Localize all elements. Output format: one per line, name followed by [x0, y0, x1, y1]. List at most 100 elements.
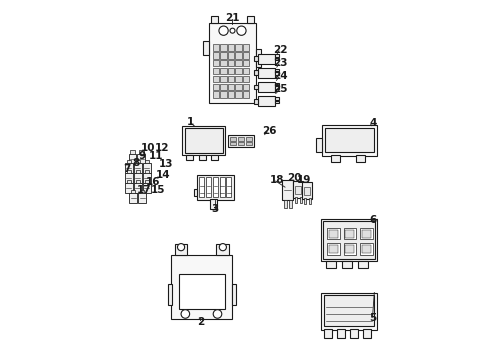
Bar [217, 244, 229, 255]
Bar [211, 155, 218, 160]
Bar [213, 76, 220, 82]
Bar [325, 128, 374, 152]
Text: 14: 14 [155, 170, 170, 180]
Bar [213, 91, 220, 98]
Circle shape [213, 310, 222, 318]
Bar [179, 274, 224, 309]
Bar [284, 200, 287, 207]
Bar [182, 126, 225, 155]
Bar [228, 84, 234, 90]
Bar [254, 99, 258, 104]
Text: 10: 10 [141, 143, 155, 153]
Bar [275, 86, 279, 89]
Bar [228, 68, 234, 74]
Circle shape [230, 28, 235, 33]
Bar [235, 68, 242, 74]
Bar [220, 76, 227, 82]
Bar [128, 154, 136, 163]
Bar [235, 91, 242, 98]
Bar [243, 76, 249, 82]
Bar [138, 154, 146, 163]
Bar [256, 49, 261, 67]
Text: 7: 7 [123, 164, 131, 174]
Text: 19: 19 [296, 175, 311, 185]
Bar [243, 84, 249, 90]
Bar [309, 198, 311, 204]
Bar [356, 155, 365, 162]
Bar [275, 83, 279, 85]
Circle shape [181, 310, 190, 318]
Bar [275, 101, 279, 103]
Bar [230, 142, 236, 145]
Bar [197, 175, 234, 200]
Bar [129, 193, 137, 203]
Bar [143, 173, 151, 183]
Text: 23: 23 [273, 58, 287, 68]
Bar [321, 219, 377, 261]
Text: 5: 5 [369, 313, 376, 323]
Text: 9: 9 [139, 151, 146, 161]
Bar [232, 284, 236, 305]
Bar [246, 137, 252, 141]
Bar [134, 183, 142, 193]
Bar [324, 329, 332, 338]
Bar [220, 52, 227, 59]
Bar [220, 91, 227, 98]
Text: 1: 1 [187, 117, 195, 127]
Bar [258, 54, 275, 64]
Bar [130, 150, 135, 154]
Bar [213, 177, 218, 197]
Bar [345, 230, 354, 238]
Bar [143, 163, 151, 173]
Bar [230, 137, 236, 141]
Bar [275, 68, 279, 71]
Text: 25: 25 [273, 84, 287, 94]
Bar [213, 44, 220, 51]
Bar [246, 142, 252, 145]
Bar [275, 58, 279, 60]
Bar [254, 85, 258, 89]
Text: 24: 24 [273, 71, 287, 81]
Bar [258, 82, 275, 92]
Text: 22: 22 [273, 45, 287, 55]
Text: 2: 2 [196, 317, 204, 327]
Bar [254, 56, 258, 61]
Bar [226, 177, 231, 197]
Bar [235, 76, 242, 82]
Bar [363, 329, 371, 338]
Bar [209, 23, 256, 103]
Bar [300, 197, 302, 203]
Text: 12: 12 [155, 143, 170, 153]
Bar [220, 60, 227, 66]
Bar [329, 230, 338, 238]
Bar [228, 91, 234, 98]
Bar [358, 261, 368, 268]
Bar [331, 155, 340, 162]
Bar [143, 183, 151, 193]
Bar [186, 155, 193, 160]
Bar [213, 68, 220, 74]
Bar [228, 44, 234, 51]
Bar [342, 261, 352, 268]
Bar [228, 60, 234, 66]
Circle shape [177, 244, 185, 251]
Text: 20: 20 [287, 173, 301, 183]
Text: 8: 8 [133, 158, 140, 168]
Bar [213, 52, 220, 59]
Bar [343, 228, 356, 239]
Bar [235, 44, 242, 51]
Bar [322, 125, 377, 156]
Text: 15: 15 [151, 185, 166, 195]
Bar [136, 180, 140, 183]
Bar [134, 173, 142, 183]
Text: 6: 6 [369, 215, 376, 225]
Bar [199, 177, 204, 197]
Bar [282, 180, 293, 201]
Bar [317, 138, 322, 152]
Bar [139, 150, 144, 154]
Bar [289, 200, 292, 207]
Bar [247, 17, 254, 23]
Bar [134, 163, 142, 173]
Bar [326, 261, 336, 268]
Bar [171, 255, 232, 319]
